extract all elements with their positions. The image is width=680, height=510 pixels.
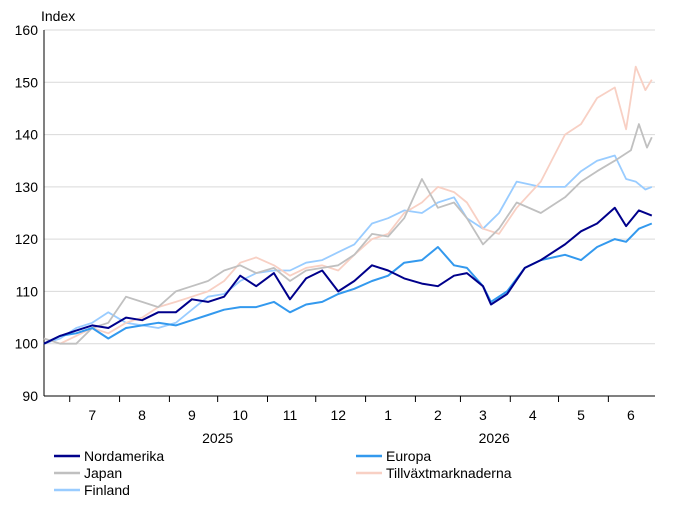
legend-label: Tillväxtmarknaderna (386, 465, 512, 481)
x-year-label: 2025 (202, 430, 233, 446)
x-month-label: 8 (138, 407, 146, 423)
legend: Nordamerika Europa Japan Tillväxtmarknadern… (54, 448, 512, 498)
y-axis-label: Index (41, 8, 75, 24)
gridlines (44, 29, 655, 345)
y-tick-label: 130 (15, 179, 39, 195)
x-month-label: 2 (434, 407, 442, 423)
x-month-label: 10 (232, 407, 248, 423)
y-tick-label: 90 (22, 388, 38, 404)
series-line-nordamerika (43, 206, 653, 345)
legend-label: Nordamerika (84, 448, 164, 464)
series-line-tillväxtmarknaderna (43, 65, 653, 345)
x-month-label: 1 (384, 407, 392, 423)
x-month-label: 9 (188, 407, 196, 423)
x-year-label: 2026 (479, 430, 510, 446)
y-tick-label: 140 (15, 127, 39, 143)
legend-label: Finland (84, 482, 130, 498)
series-line-finland (43, 154, 653, 345)
y-tick-label: 110 (16, 283, 39, 299)
x-month-label: 11 (283, 407, 298, 423)
series-line-europa (43, 222, 653, 345)
x-month-label: 7 (88, 407, 96, 423)
x-month-label: 12 (330, 407, 346, 423)
x-month-label: 4 (529, 407, 537, 423)
series-lines (43, 65, 653, 345)
series-line-japan (43, 123, 653, 345)
legend-label: Japan (84, 465, 122, 481)
x-month-label: 3 (479, 407, 487, 423)
y-tick-label: 150 (15, 74, 39, 90)
y-tick-label: 160 (15, 22, 39, 38)
x-month-label: 5 (577, 407, 585, 423)
y-tick-label: 100 (15, 336, 39, 352)
legend-label: Europa (386, 448, 431, 464)
y-tick-label: 120 (15, 231, 39, 247)
x-month-label: 6 (627, 407, 635, 423)
